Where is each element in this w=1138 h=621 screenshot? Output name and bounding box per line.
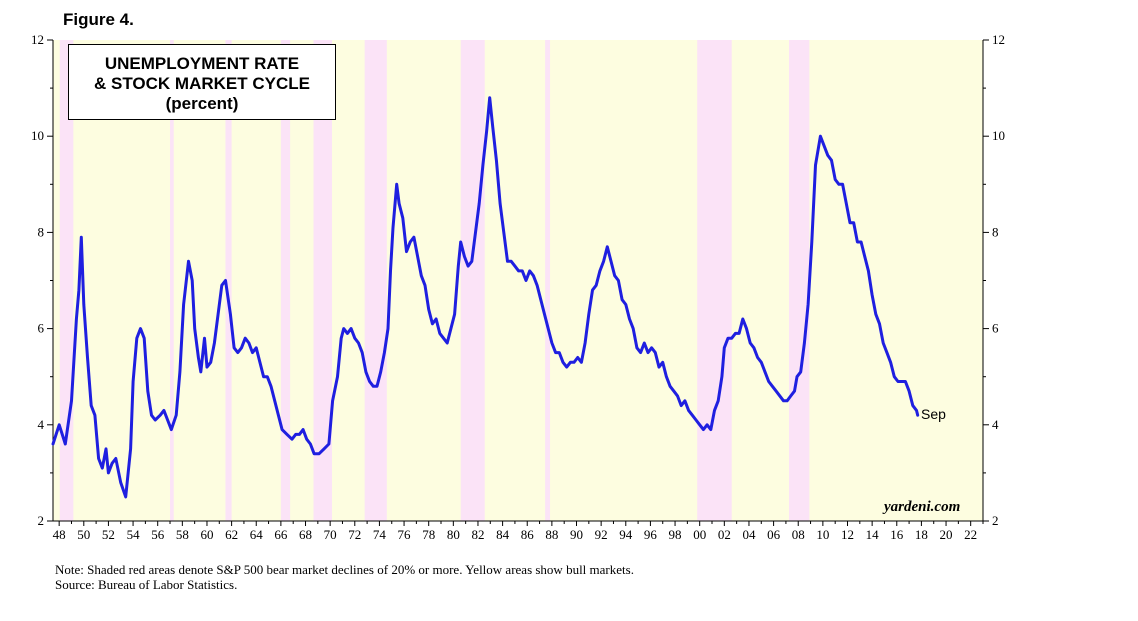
y-tick-label-left: 10 (31, 128, 44, 143)
x-tick-label: 52 (102, 527, 115, 542)
x-tick-label: 72 (348, 527, 361, 542)
x-tick-label: 70 (324, 527, 337, 542)
y-tick-label-right: 2 (992, 513, 999, 528)
y-tick-label-left: 2 (38, 513, 45, 528)
y-tick-label-right: 4 (992, 417, 999, 432)
unemployment-rate-line (51, 96, 920, 499)
x-tick-label: 76 (398, 527, 412, 542)
market-cycle-shading (53, 40, 983, 521)
bear-market-band (545, 40, 551, 521)
bull-market-area (53, 40, 983, 521)
x-tick-label: 06 (767, 527, 781, 542)
source-note: Source: Bureau of Labor Statistics. (55, 577, 238, 592)
bear-market-band (170, 40, 174, 521)
end-point-label: Sep (921, 406, 946, 422)
x-tick-label: 90 (570, 527, 583, 542)
x-tick-label: 80 (447, 527, 460, 542)
x-tick-label: 64 (250, 527, 264, 542)
y-tick-label-right: 6 (992, 321, 999, 336)
x-tick-label: 58 (176, 527, 189, 542)
x-tick-label: 78 (422, 527, 435, 542)
x-tick-label: 86 (521, 527, 535, 542)
figure-label: Figure 4. (63, 10, 134, 29)
x-tick-label: 68 (299, 527, 312, 542)
y-tick-label-right: 12 (992, 32, 1005, 47)
y-tick-label-right: 10 (992, 128, 1005, 143)
x-tick-label: 08 (792, 527, 805, 542)
x-tick-label: 94 (619, 527, 633, 542)
bear-market-band (788, 40, 810, 521)
x-tick-label: 82 (471, 527, 484, 542)
x-tick-label: 10 (816, 527, 829, 542)
chart-title-line-3: (percent) (165, 94, 239, 113)
shading-note: Note: Shaded red areas denote S&P 500 be… (55, 562, 634, 577)
x-tick-label: 62 (225, 527, 238, 542)
chart-title-line-1: UNEMPLOYMENT RATE (104, 54, 300, 73)
brand-watermark: yardeni.com (884, 499, 961, 515)
x-tick-label: 54 (127, 527, 141, 542)
bear-market-band (59, 40, 74, 521)
x-tick-label: 50 (77, 527, 90, 542)
x-tick-label: 48 (53, 527, 66, 542)
x-tick-label: 56 (151, 527, 165, 542)
x-tick-label: 02 (718, 527, 731, 542)
y-tick-label-left: 8 (38, 224, 45, 239)
y-tick-label-right: 8 (992, 224, 999, 239)
y-tick-label-left: 4 (38, 417, 45, 432)
x-tick-label: 84 (496, 527, 510, 542)
x-tick-label: 98 (669, 527, 682, 542)
y-tick-label-left: 12 (31, 32, 44, 47)
x-tick-label: 18 (915, 527, 928, 542)
x-tick-label: 92 (595, 527, 608, 542)
unemployment-series (51, 96, 920, 499)
y-tick-label-left: 6 (38, 321, 45, 336)
chart-title-line-2: & STOCK MARKET CYCLE (94, 74, 310, 93)
x-tick-label: 12 (841, 527, 854, 542)
bear-market-band (460, 40, 485, 521)
x-tick-label: 16 (890, 527, 904, 542)
x-tick-label: 14 (866, 527, 880, 542)
x-tick-label: 22 (964, 527, 977, 542)
bear-market-band (280, 40, 291, 521)
x-tick-label: 20 (940, 527, 953, 542)
x-tick-label: 60 (200, 527, 213, 542)
x-tick-label: 96 (644, 527, 658, 542)
bear-market-band (225, 40, 232, 521)
bear-market-band (364, 40, 387, 521)
bear-market-band (697, 40, 732, 521)
bear-market-band (313, 40, 332, 521)
x-tick-label: 04 (742, 527, 756, 542)
chart-title-box: UNEMPLOYMENT RATE & STOCK MARKET CYCLE (… (68, 44, 336, 120)
x-tick-label: 74 (373, 527, 387, 542)
x-tick-label: 88 (545, 527, 558, 542)
x-tick-label: 66 (274, 527, 288, 542)
chart-notes: Note: Shaded red areas denote S&P 500 be… (55, 562, 634, 592)
x-tick-label: 00 (693, 527, 706, 542)
